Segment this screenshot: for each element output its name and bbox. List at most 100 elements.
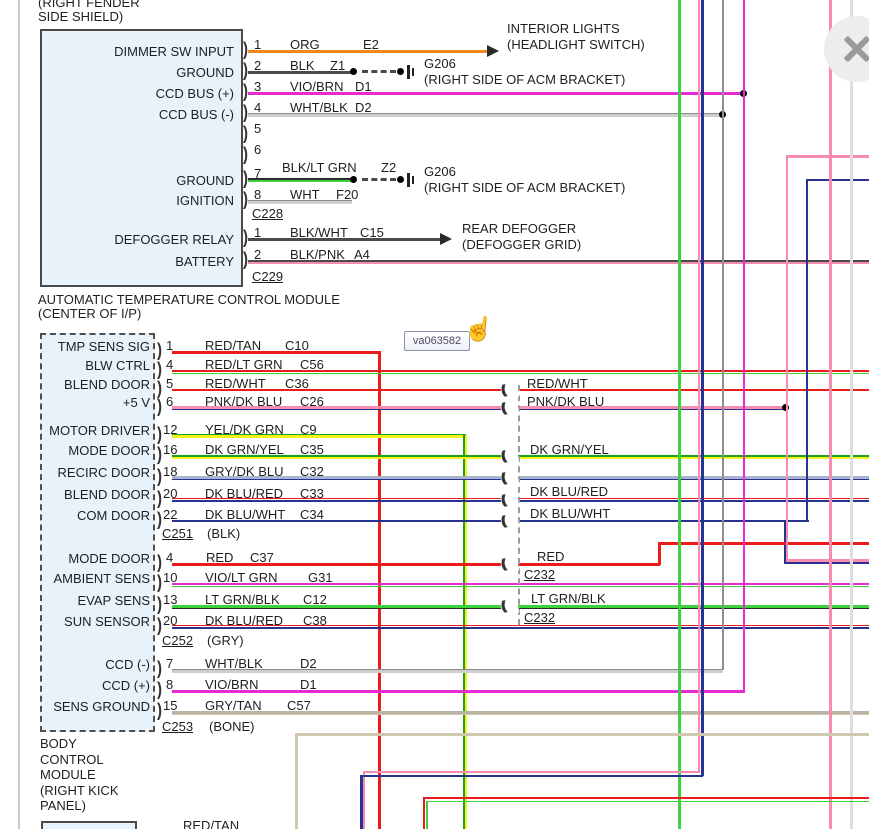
passthrough-label: PNK/DK BLU [527,394,605,409]
image-tooltip: va063582 [404,331,470,351]
wire-vio-lt-grn-g31 [172,583,869,585]
junction-dot [397,176,404,183]
bus-grey-vertical-wht-blk [721,0,724,670]
wire-color-label: DK BLU/RED [205,613,284,628]
wire-red-lt-grn-bottom [423,797,869,799]
ground-dash [362,178,396,181]
wire-break-mark [499,511,520,531]
wire-color-label: LT GRN/BLK [205,592,280,607]
wire-color-label: RED/TAN [183,818,240,829]
module-pin-label: GROUND [176,65,234,80]
connector-label-c252: C252 [162,633,194,648]
module-pin-label: TMP SENS SIG [57,339,150,354]
wire-break-mark [499,398,520,418]
wire-break-mark [499,490,520,510]
pin-bracket [243,144,248,165]
wire-color-label: PNK/DK BLU [205,394,283,409]
module-pin-label: DEFOGGER RELAY [114,232,234,247]
module-pin-label: EVAP SENS [77,593,151,608]
wire-color-label: RED [206,550,234,565]
module-pin-label: COM DOOR [77,508,150,523]
circuit-label: C32 [300,464,324,479]
wire-dk-blu-red-c33 [172,500,869,502]
passthrough-label: DK GRN/YEL [530,442,609,457]
pin-bracket [243,123,248,144]
headlight-switch-module-box [40,29,243,287]
circuit-label: D1 [355,79,372,94]
connector-label-c253: C253 [162,719,194,734]
pin-bracket [157,572,162,593]
module-pin-label: CCD (+) [101,678,150,693]
junction-dot [350,68,357,75]
wire-lt-grn-blk-c12 [172,607,869,609]
wire-blk-wht-c15 [248,238,440,241]
pin-number: 2 [254,58,262,73]
bcm-label-line: BODY [40,736,77,751]
circuit-label: A4 [354,247,370,262]
wire-red-lt-grn-bottom [426,800,428,829]
wire-red-tan-c10 [172,351,380,354]
pin-number: 22 [163,507,178,522]
wire-color-label: YEL/DK GRN [205,422,284,437]
pin-number: 20 [163,613,178,628]
wire-color-label: VIO/BRN [205,677,259,692]
pin-number: 16 [163,442,178,457]
pin-number: 6 [166,394,174,409]
wire-wht-blk-d2-ccd [172,669,723,673]
pin-number: 4 [166,550,174,565]
wire-vio-brn-d1-ccd [172,690,745,693]
wire-color-label: RED/TAN [205,338,262,353]
wire-red-lt-grn-c56 [172,370,869,372]
circuit-label: C10 [285,338,309,353]
circuit-label: C15 [360,225,384,240]
passthrough-label: RED/WHT [527,376,588,391]
wire-dk-blu-wht-c34 [806,179,869,181]
wire-red-c37 [172,563,660,566]
wire-break-mark [499,468,520,488]
ground-location: (RIGHT SIDE OF ACM BRACKET) [424,180,626,195]
pin-number: 7 [254,166,262,181]
passthrough-label: DK BLU/RED [530,484,609,499]
wire-red-lt-grn-bottom [426,800,869,802]
wire-blk-pnk-a4 [248,262,869,264]
wire-color-label: DK GRN/YEL [205,442,284,457]
bcm-module-box [41,821,137,829]
atc-title-1: AUTOMATIC TEMPERATURE CONTROL MODULE [38,292,340,307]
bcm-label-line: (RIGHT KICK [40,783,119,798]
wire-color-label: BLK/PNK [290,247,345,262]
connector-label-c232: C232 [524,567,556,582]
atc-module-box [40,333,155,732]
wire-red-c37 [658,542,661,565]
dest-interior-lights-1: INTERIOR LIGHTS [507,21,620,36]
junction-dot [350,176,357,183]
circuit-label: C12 [303,592,327,607]
wire-color-label: GRY/DK BLU [205,464,284,479]
circuit-label: D1 [300,677,317,692]
circuit-label: C37 [250,550,274,565]
wire-dk-blu-red-c38 [172,626,869,629]
pin-number: 7 [166,656,174,671]
pin-number: 1 [254,225,262,240]
wire-break-mark [499,380,520,400]
wire-wht-f20 [248,200,352,204]
wire-red-lt-grn-c56 [172,372,869,374]
module-pin-label: SUN SENSOR [64,614,150,629]
wire-color-label: VIO/LT GRN [205,570,278,585]
junction-dot [397,68,404,75]
bus-navy-drop [360,774,363,829]
wire-dk-blu-wht-c34 [784,562,869,564]
wire-color-label: DK BLU/RED [205,486,284,501]
pin-number: 4 [166,357,174,372]
pin-number: 5 [254,121,262,136]
close-button[interactable] [824,16,869,82]
hand-cursor-icon: ☝ [462,314,496,345]
pin-number: 8 [254,187,262,202]
wire-wht-blk-d2 [248,113,723,117]
ground-id-g206: G206 [424,56,456,71]
wire-dk-blu-wht-c34 [806,179,808,522]
module-pin-label: RECIRC DOOR [57,465,150,480]
ground-id-g206: G206 [424,164,456,179]
module-pin-label: CCD (-) [105,657,150,672]
wire-color-label: BLK [290,58,315,73]
